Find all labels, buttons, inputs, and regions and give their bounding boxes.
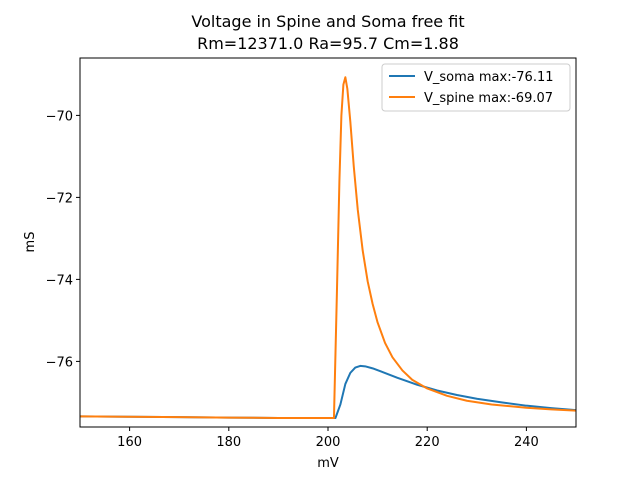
y-axis-label: mS — [23, 232, 38, 253]
x-axis-label: mV — [317, 456, 339, 471]
x-tick-label: 220 — [415, 435, 440, 450]
x-tick-label: 240 — [514, 435, 539, 450]
y-tick-label: −76 — [46, 355, 73, 370]
chart-subtitle: Rm=12371.0 Ra=95.7 Cm=1.88 — [197, 34, 459, 53]
x-tick-label: 180 — [216, 435, 241, 450]
series-line-spine — [80, 76, 576, 419]
legend: V_soma max:-76.11 V_spine max:-69.07 — [381, 63, 571, 112]
y-tick-label: −74 — [46, 273, 73, 288]
y-axis: −70 −72 −74 −76 — [46, 109, 80, 370]
legend-entry-soma: V_soma max:-76.11 — [424, 70, 554, 85]
legend-entry-spine: V_spine max:-69.07 — [424, 91, 553, 106]
x-axis: 160 180 200 220 240 — [117, 427, 539, 450]
series-layer — [80, 76, 576, 419]
x-tick-label: 200 — [316, 435, 341, 450]
chart-title: Voltage in Spine and Soma free fit — [191, 12, 464, 31]
y-tick-label: −72 — [46, 191, 73, 206]
legend-box — [381, 63, 571, 112]
x-tick-label: 160 — [117, 435, 142, 450]
y-tick-label: −70 — [46, 109, 73, 124]
